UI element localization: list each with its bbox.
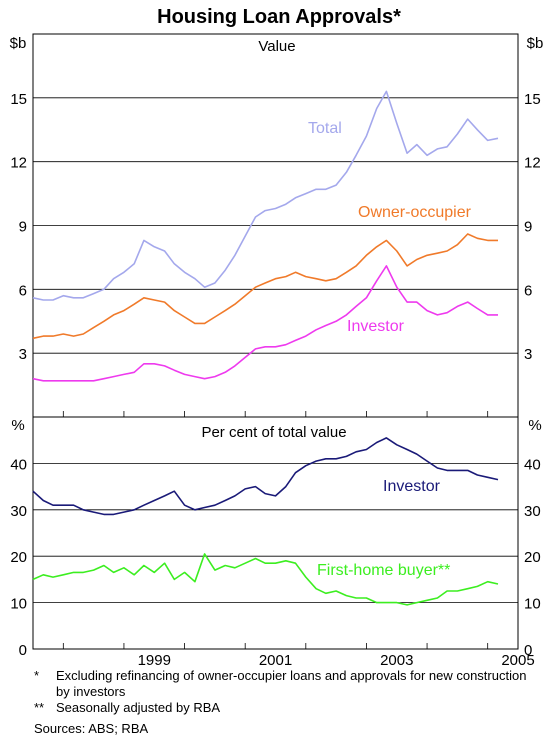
y-tick-label-right: 3 (524, 346, 532, 363)
footnote: * Excluding refinancing of owner-occupie… (34, 668, 534, 700)
series-label-investor-share: Investor (383, 478, 441, 495)
series-label-first-home-buyer: First-home buyer** (317, 562, 450, 579)
value-panel: 3 6 9 12 15 3 6 9 12 15 $b $b Value Total Owner-… (10, 33, 544, 418)
share-panel-unit-right: % (528, 417, 541, 434)
value-panel-grid (33, 97, 518, 354)
share-panel: 0 10 20 30 40 0 10 20 30 40 % % Per cent of tota… (10, 416, 542, 659)
footnote-text: Excluding refinancing of owner-occupier … (56, 668, 527, 699)
footnote-mark: * (34, 668, 40, 683)
x-tick-label: 2001 (259, 652, 292, 665)
series-line-0-2 (32, 265, 498, 382)
y-tick-label-right: 12 (524, 155, 541, 172)
share-panel-frame (32, 416, 519, 650)
value-panel-right-axis: 3 6 9 12 15 (524, 91, 541, 363)
series-label-total: Total (308, 120, 342, 137)
share-panel-left-axis: 0 10 20 30 40 (10, 456, 27, 659)
y-tick-label-left: 15 (10, 91, 27, 108)
y-tick-label-right: 10 (524, 596, 541, 613)
value-panel-unit-right: $b (527, 35, 544, 52)
y-tick-label-left: 10 (10, 596, 27, 613)
y-tick-label-left: 30 (10, 503, 27, 520)
y-tick-label-right: 15 (524, 91, 541, 108)
y-tick-label-right: 30 (524, 503, 541, 520)
series-line-1-0 (32, 437, 499, 516)
series-line-0-0 (32, 90, 499, 301)
share-panel-unit-left: % (11, 417, 24, 434)
share-panel-grid (33, 462, 518, 603)
value-panel-lines (32, 90, 499, 382)
value-panel-x-ticks (62, 411, 489, 417)
share-panel-right-axis: 0 10 20 30 40 (524, 456, 541, 659)
footnotes: * Excluding refinancing of owner-occupie… (34, 668, 534, 716)
x-tick-label: 2005 (501, 652, 534, 665)
series-line-1-1 (32, 553, 499, 606)
footnote-text: Seasonally adjusted by RBA (56, 700, 221, 715)
y-tick-label-right: 6 (524, 282, 532, 299)
value-panel-subtitle: Value (258, 38, 295, 55)
sources: Sources: ABS; RBA (34, 721, 149, 736)
y-tick-label-right: 9 (524, 219, 532, 236)
y-tick-label-left: 3 (19, 346, 27, 363)
y-tick-label-left: 9 (19, 219, 27, 236)
share-panel-subtitle: Per cent of total value (201, 424, 346, 441)
series-label-investor-value: Investor (347, 318, 405, 335)
footnote-mark: ** (34, 700, 45, 715)
y-tick-label-left: 6 (19, 282, 27, 299)
footnote: ** Seasonally adjusted by RBA (34, 700, 534, 716)
y-tick-label-left: 0 (19, 642, 27, 659)
y-tick-label-right: 20 (524, 549, 541, 566)
y-tick-label-right: 0 (524, 642, 532, 659)
y-tick-label-left: 12 (10, 155, 27, 172)
series-line-0-1 (32, 233, 498, 340)
chart-title: Housing Loan Approvals* (157, 6, 401, 28)
y-tick-label-left: 20 (10, 549, 27, 566)
share-panel-x-ticks (62, 643, 489, 649)
share-panel-lines (32, 437, 499, 606)
chart: Housing Loan Approvals* 3 6 9 12 15 3 6 9 12 15 … (10, 6, 544, 665)
x-tick-label: 2003 (380, 652, 413, 665)
x-tick-label: 1999 (138, 652, 171, 665)
x-axis-labels: 1999 2001 2003 2005 (138, 652, 535, 665)
series-label-owner-occupier: Owner-occupier (358, 204, 472, 221)
value-panel-left-axis: 3 6 9 12 15 (10, 91, 27, 363)
y-tick-label-right: 40 (524, 456, 541, 473)
y-tick-label-left: 40 (10, 456, 27, 473)
value-panel-unit-left: $b (10, 35, 27, 52)
